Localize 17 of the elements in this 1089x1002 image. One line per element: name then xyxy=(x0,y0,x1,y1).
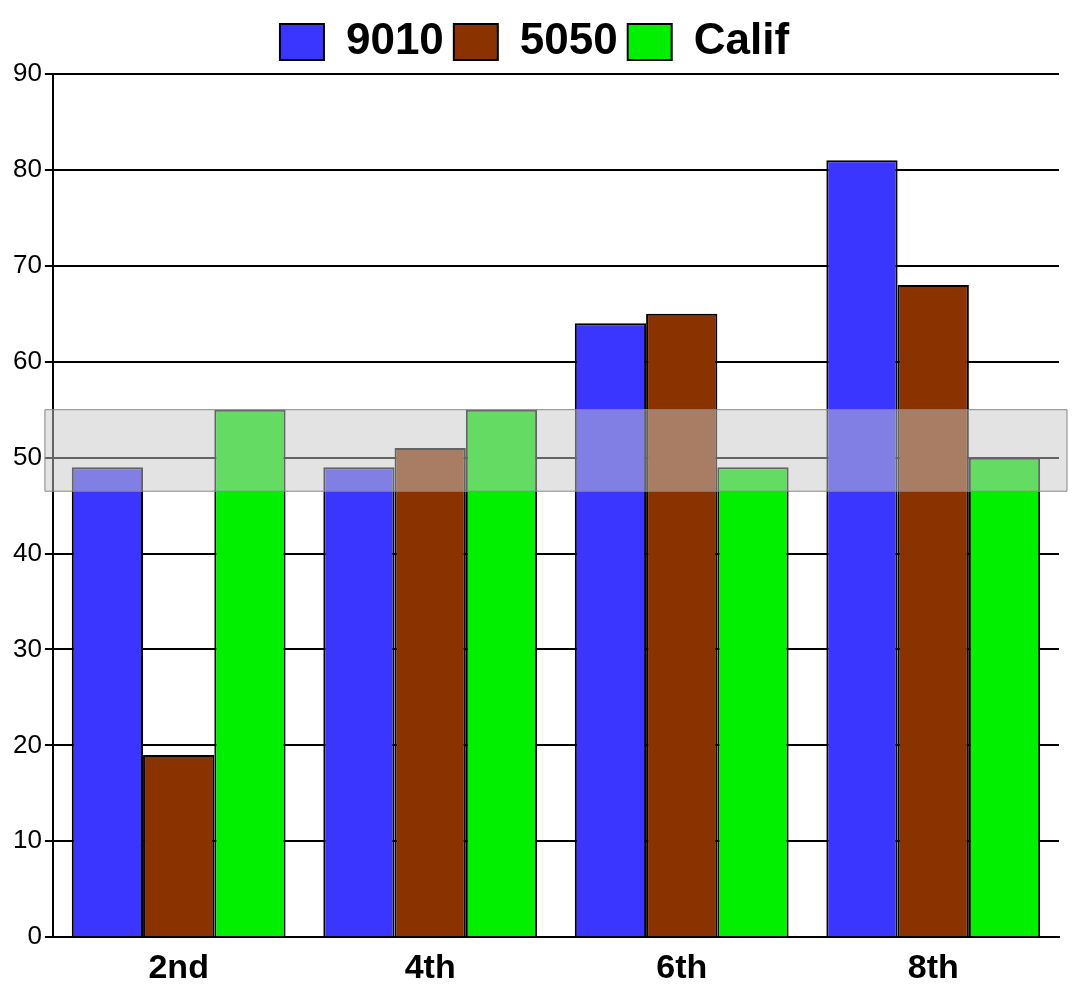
x-tick-label: 2nd xyxy=(148,946,209,985)
x-tick-label: 4th xyxy=(404,946,456,985)
legend-label: 9010 xyxy=(345,14,444,64)
y-tick-label: 50 xyxy=(13,440,42,471)
y-tick-label: 10 xyxy=(13,824,42,855)
legend-label: 5050 xyxy=(519,14,618,64)
legend-label: Calif xyxy=(693,14,790,64)
y-tick-label: 0 xyxy=(27,920,42,951)
y-tick-label: 90 xyxy=(13,57,42,88)
y-tick-label: 80 xyxy=(13,153,42,184)
y-tick-label: 20 xyxy=(13,728,42,759)
y-tick-label: 60 xyxy=(13,344,42,375)
x-tick-label: 6th xyxy=(656,946,708,985)
y-tick-label: 40 xyxy=(13,536,42,567)
y-tick-label: 70 xyxy=(13,248,42,279)
x-tick-label: 8th xyxy=(907,946,959,985)
y-tick-label: 30 xyxy=(13,632,42,663)
